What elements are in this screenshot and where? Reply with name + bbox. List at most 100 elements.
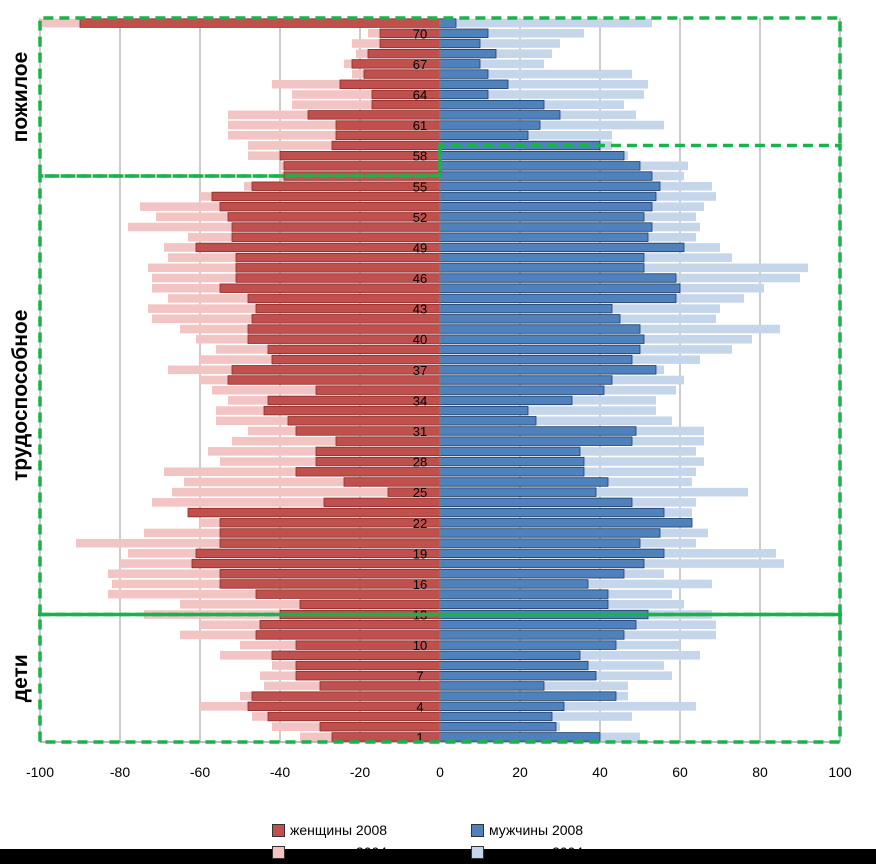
bar-мужчины-2004-age-70 [440, 29, 584, 38]
bar-мужчины-2008-age-69 [439, 38, 481, 49]
bar-женщины-2008-age-16 [219, 579, 441, 589]
bar-мужчины-2008-age-9 [439, 650, 581, 661]
legend: женщины 2008 мужчины 2008 женщины 2004 м… [0, 818, 876, 864]
bar-мужчины-2008-age-65 [439, 79, 509, 89]
bar-мужчины-2008-age-41 [439, 324, 641, 334]
bar-мужчины-2008-age-34 [439, 395, 573, 406]
age-tick-label: 46 [413, 271, 427, 286]
age-tick-label: 43 [413, 302, 427, 317]
age-tick-label: 25 [413, 485, 427, 500]
bar-мужчины-2008-age-19 [439, 548, 665, 559]
group-box-elderly [38, 16, 842, 178]
bar-женщины-2008-age-41 [247, 324, 441, 334]
bar-мужчины-2008-age-53 [439, 201, 653, 212]
age-tick-label: 58 [413, 149, 427, 164]
bar-мужчины-2008-age-18 [439, 558, 645, 569]
bar-мужчины-2008-age-32 [439, 416, 537, 426]
bar-мужчины-2008-age-40 [439, 334, 645, 344]
bar-женщины-2008-age-44 [247, 293, 441, 304]
bar-мужчины-2008-age-4 [439, 701, 565, 711]
bar-женщины-2008-age-52 [227, 212, 441, 222]
legend-swatch-women-2004 [272, 845, 285, 859]
age-tick-label: 67 [413, 57, 427, 72]
bar-мужчины-2008-age-64 [439, 89, 489, 100]
bar-мужчины-2008-age-71 [439, 18, 457, 28]
bar-мужчины-2008-age-46 [439, 273, 677, 283]
bar-мужчины-2008-age-22 [439, 518, 693, 528]
bar-женщины-2008-age-40 [247, 334, 441, 344]
bar-мужчины-2008-age-6 [439, 681, 545, 691]
bar-женщины-2004-age-61 [228, 120, 440, 130]
age-tick-label: 28 [413, 455, 427, 470]
bar-мужчины-2008-age-1 [439, 732, 601, 742]
bar-мужчины-2004-age-69 [440, 39, 560, 48]
legend-label-women-2008: женщины 2008 [290, 822, 388, 838]
age-tick-label: 37 [413, 363, 427, 378]
x-tick-label: 40 [592, 764, 608, 780]
bar-женщины-2008-age-71 [79, 18, 441, 28]
bar-мужчины-2008-age-45 [439, 283, 681, 293]
age-tick-label: 64 [413, 87, 427, 102]
age-tick-label: 4 [416, 699, 423, 714]
bar-женщины-2008-age-48 [235, 252, 441, 263]
bar-мужчины-2008-age-63 [439, 99, 545, 110]
bar-мужчины-2008-age-61 [439, 120, 541, 130]
legend-swatch-women-2008 [272, 823, 285, 837]
bar-мужчины-2008-age-36 [439, 375, 613, 385]
bar-мужчины-2008-age-26 [439, 477, 609, 487]
bar-женщины-2008-age-45 [219, 283, 441, 293]
bar-мужчины-2008-age-62 [439, 110, 561, 120]
bar-женщины-2008-age-66 [363, 69, 441, 79]
bar-женщины-2004-age-60 [228, 130, 440, 140]
x-tick-label: 20 [512, 764, 528, 780]
bar-мужчины-2008-age-38 [439, 354, 633, 365]
group-label: дети [9, 654, 32, 702]
bar-мужчины-2008-age-23 [439, 507, 665, 518]
bar-мужчины-2008-age-11 [439, 630, 625, 640]
bar-женщины-2008-age-36 [227, 375, 441, 385]
bar-мужчины-2008-age-29 [439, 446, 581, 457]
bar-мужчины-2008-age-70 [439, 28, 489, 38]
bar-мужчины-2008-age-50 [439, 232, 649, 242]
bar-женщины-2008-age-19 [195, 548, 441, 559]
age-tick-label: 61 [413, 118, 427, 133]
bar-женщины-2008-age-53 [219, 201, 441, 212]
group-label: пожилое [9, 52, 32, 143]
x-tick-label: 100 [828, 764, 852, 780]
bar-мужчины-2008-age-17 [439, 569, 625, 579]
bar-мужчины-2008-age-27 [439, 467, 585, 477]
bar-мужчины-2004-age-65 [440, 79, 648, 89]
bar-женщины-2004-age-63 [292, 100, 440, 109]
age-tick-label: 31 [413, 424, 427, 439]
bar-мужчины-2008-age-7 [439, 671, 597, 681]
legend-item-women-2004: женщины 2004 [272, 844, 387, 860]
bar-мужчины-2008-age-55 [439, 181, 661, 191]
bar-мужчины-2008-age-10 [439, 640, 617, 650]
legend-label-men-2008: мужчины 2008 [489, 822, 584, 838]
age-tick-label: 52 [413, 210, 427, 225]
bar-мужчины-2008-age-12 [439, 620, 637, 630]
age-tick-label: 34 [413, 393, 427, 408]
age-tick-label: 19 [413, 546, 427, 561]
bar-мужчины-2008-age-47 [439, 263, 645, 273]
bar-мужчины-2008-age-14 [439, 599, 609, 610]
bar-мужчины-2008-age-42 [439, 314, 621, 324]
bar-женщины-2008-age-37 [231, 365, 441, 375]
bar-женщины-2004-age-24 [152, 498, 440, 507]
bar-женщины-2004-age-26 [184, 477, 440, 487]
bar-мужчины-2008-age-44 [439, 293, 677, 304]
bar-мужчины-2008-age-15 [439, 589, 609, 599]
bar-женщины-2008-age-21 [219, 528, 441, 538]
x-tick-label: -20 [350, 764, 370, 780]
bar-мужчины-2008-age-28 [439, 456, 585, 467]
bar-женщины-2008-age-63 [371, 99, 441, 110]
bar-мужчины-2008-age-20 [439, 538, 641, 548]
bar-мужчины-2008-age-58 [439, 150, 625, 161]
bar-женщины-2008-age-1 [331, 732, 441, 742]
bar-мужчины-2008-age-52 [439, 212, 645, 222]
bar-мужчины-2008-age-5 [439, 691, 617, 701]
x-tick-label: 0 [436, 764, 444, 780]
bar-женщины-2008-age-50 [231, 232, 441, 242]
bar-мужчины-2008-age-57 [439, 161, 641, 171]
group-label: трудоспособное [9, 310, 32, 481]
